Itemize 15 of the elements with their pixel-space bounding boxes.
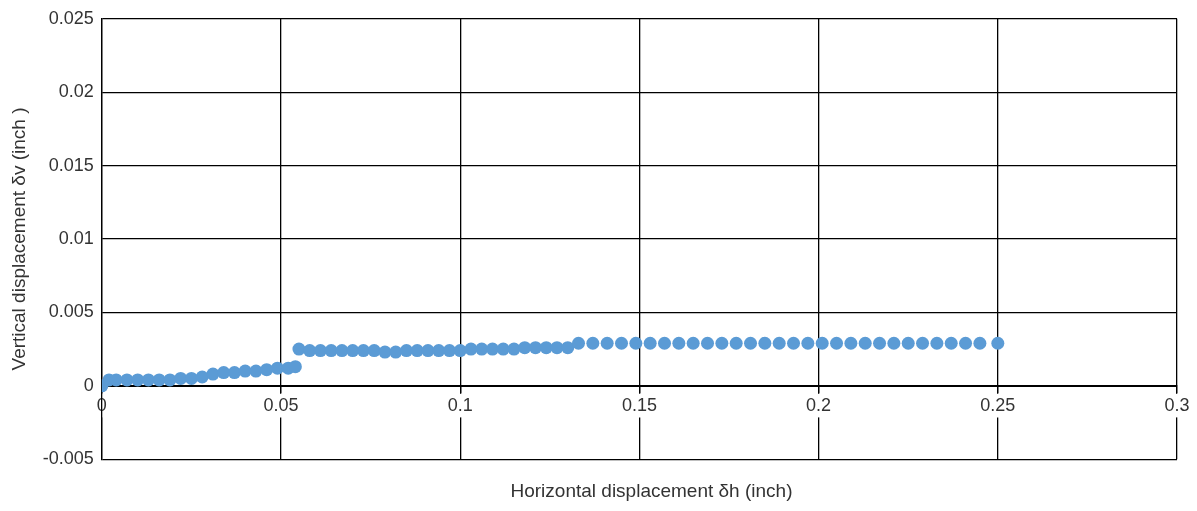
y-tick-label: 0.01 [58, 227, 94, 248]
y-tick-label: 0.005 [48, 301, 94, 322]
y-tick-label: 0.025 [48, 7, 94, 28]
x-tick-label: 0.15 [621, 394, 657, 415]
x-tick-label: 0.25 [980, 394, 1016, 415]
y-tick-label: 0 [83, 374, 94, 395]
x-tick-label: 0.05 [263, 394, 299, 415]
y-tick-label: 0.02 [58, 81, 94, 102]
x-tick-label: 0.2 [806, 394, 832, 415]
x-axis-title: Horizontal displacement δh (inch) [509, 480, 794, 502]
y-axis-title: Vertical displacement δv (inch ) [7, 107, 29, 371]
y-tick-label: 0.015 [48, 154, 94, 175]
y-tick-label: -0.005 [42, 448, 94, 469]
x-tick-label: 0.3 [1164, 394, 1190, 415]
x-tick-label: 0.1 [447, 394, 473, 415]
